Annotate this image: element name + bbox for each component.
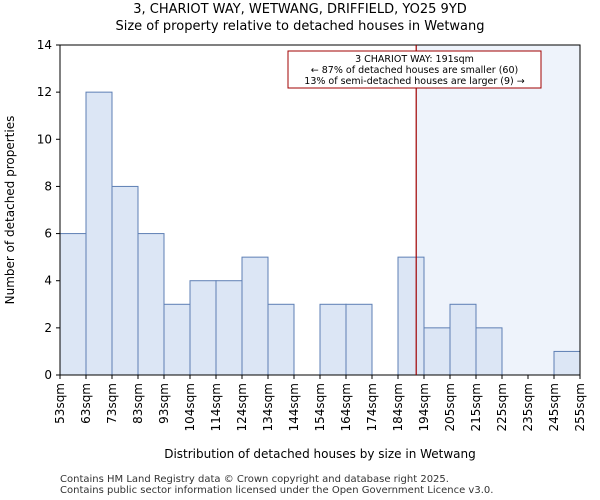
chart-title: 3, CHARIOT WAY, WETWANG, DRIFFIELD, YO25… xyxy=(133,2,467,17)
y-axis-label: Number of detached properties xyxy=(3,116,17,305)
chart-subtitle: Size of property relative to detached ho… xyxy=(115,19,485,34)
x-tick-label: 235sqm xyxy=(521,383,535,431)
annotation-line: 13% of semi-detached houses are larger (… xyxy=(304,76,524,87)
y-tick-label: 12 xyxy=(37,85,52,99)
annotation-box xyxy=(287,50,542,89)
bar xyxy=(163,303,191,376)
bar xyxy=(85,91,113,376)
x-tick-label: 73sqm xyxy=(105,383,119,424)
footer-line-2: Contains public sector information licen… xyxy=(60,485,494,496)
bar xyxy=(397,256,425,376)
x-axis-label: Distribution of detached houses by size … xyxy=(164,447,476,461)
x-tick-label: 255sqm xyxy=(573,383,587,431)
x-tick-label: 194sqm xyxy=(417,383,431,431)
y-tick-label: 6 xyxy=(44,227,52,241)
annotation-line: 3 CHARIOT WAY: 191sqm xyxy=(355,54,474,65)
x-tick-label: 83sqm xyxy=(131,383,145,424)
x-tick-label: 134sqm xyxy=(261,383,275,431)
bar xyxy=(137,233,165,376)
bar xyxy=(111,185,139,376)
annotation-line: ← 87% of detached houses are smaller (60… xyxy=(311,65,518,76)
x-tick-label: 184sqm xyxy=(391,383,405,431)
x-tick-label: 144sqm xyxy=(287,383,301,431)
x-tick-label: 124sqm xyxy=(235,383,249,431)
y-tick-label: 14 xyxy=(37,38,52,52)
x-tick-label: 164sqm xyxy=(339,383,353,431)
bar xyxy=(59,233,87,376)
bar xyxy=(345,303,373,376)
x-tick-label: 53sqm xyxy=(53,383,67,424)
bar xyxy=(267,303,295,376)
bar xyxy=(215,280,243,376)
x-tick-label: 225sqm xyxy=(495,383,509,431)
y-tick-label: 10 xyxy=(37,132,52,146)
footer-line-1: Contains HM Land Registry data © Crown c… xyxy=(60,474,449,485)
x-tick-label: 93sqm xyxy=(157,383,171,424)
y-tick-label: 4 xyxy=(44,274,52,288)
x-tick-label: 104sqm xyxy=(183,383,197,431)
x-tick-label: 114sqm xyxy=(209,383,223,431)
bar xyxy=(423,327,451,376)
bar xyxy=(475,327,503,376)
x-tick-label: 154sqm xyxy=(313,383,327,431)
bar xyxy=(189,280,217,376)
y-tick-label: 8 xyxy=(44,179,52,193)
bar xyxy=(449,303,477,376)
bar xyxy=(241,256,269,376)
y-tick-label: 2 xyxy=(44,321,52,335)
x-tick-label: 245sqm xyxy=(547,383,561,431)
x-tick-label: 215sqm xyxy=(469,383,483,431)
highlight-region xyxy=(416,45,580,375)
bar xyxy=(319,303,347,376)
bar xyxy=(553,350,581,376)
x-tick-label: 205sqm xyxy=(443,383,457,431)
y-tick-label: 0 xyxy=(44,368,52,382)
x-tick-label: 174sqm xyxy=(365,383,379,431)
x-tick-label: 63sqm xyxy=(79,383,93,424)
